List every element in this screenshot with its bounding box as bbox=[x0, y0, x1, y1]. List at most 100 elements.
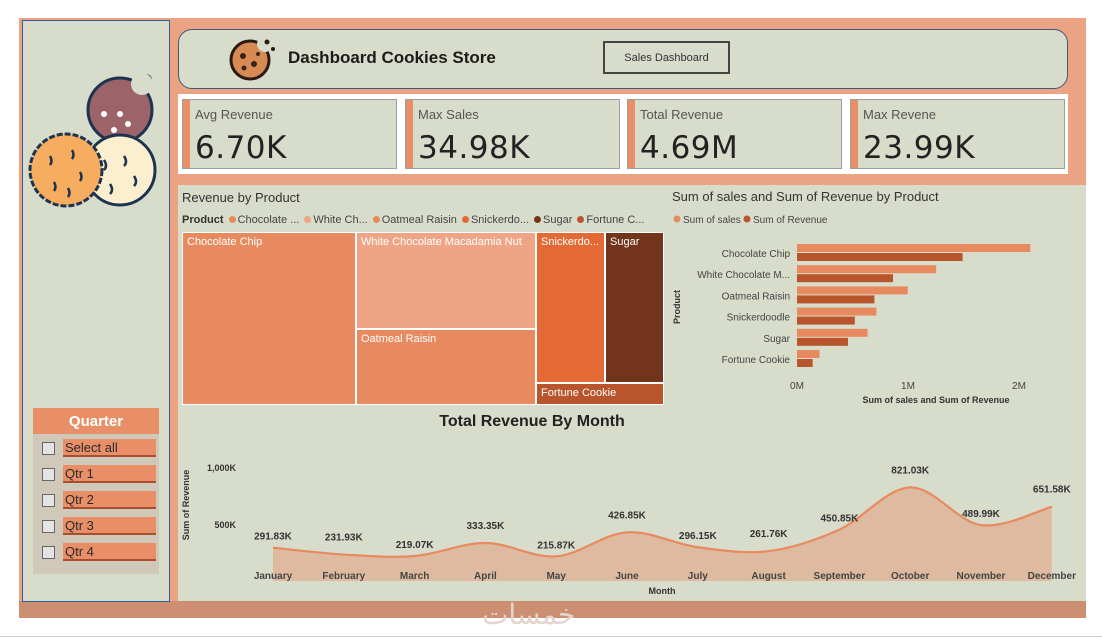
bar[interactable] bbox=[797, 359, 813, 367]
bar[interactable] bbox=[797, 295, 875, 304]
tile-fortune-cookie[interactable]: Fortune Cookie bbox=[536, 383, 664, 405]
x-axis-title: Month bbox=[649, 586, 676, 596]
sales-dashboard-button[interactable]: Sales Dashboard bbox=[603, 41, 730, 74]
data-label: 215.87K bbox=[537, 540, 576, 551]
slicer-item-qtr4[interactable]: Qtr 4 bbox=[42, 543, 156, 561]
kpi-card-total-revenue: Total Revenue 4.69M bbox=[627, 99, 842, 169]
slicer-item-label: Qtr 1 bbox=[63, 465, 156, 483]
month-label: July bbox=[688, 571, 708, 582]
data-label: 450.85K bbox=[820, 514, 859, 525]
month-label: October bbox=[891, 571, 929, 582]
bar[interactable] bbox=[797, 316, 855, 325]
x-tick: 1M bbox=[901, 381, 915, 392]
kpi-value: 23.99K bbox=[863, 130, 976, 166]
data-label: 296.15K bbox=[679, 531, 718, 542]
checkbox[interactable] bbox=[42, 519, 55, 533]
y-tick: 500K bbox=[214, 520, 236, 530]
legend-label: Sum of sales bbox=[683, 215, 741, 226]
x-axis-title: Sum of sales and Sum of Revenue bbox=[862, 395, 1009, 405]
slicer-item-qtr1[interactable]: Qtr 1 bbox=[42, 465, 156, 483]
treemap-chart: Chocolate Chip White Chocolate Macadamia… bbox=[182, 232, 664, 405]
data-label: 651.58K bbox=[1033, 485, 1072, 496]
bar[interactable] bbox=[797, 286, 908, 295]
tile-snickerdoodle[interactable]: Snickerdo... bbox=[536, 232, 605, 383]
bar[interactable] bbox=[797, 265, 937, 274]
kpi-label: Max Revene bbox=[863, 107, 936, 122]
month-label: November bbox=[957, 571, 1006, 582]
data-label: 333.35K bbox=[466, 521, 505, 532]
area-chart-plot: 500K 1,000K January 291.83K February 231.93K M… bbox=[181, 463, 1076, 596]
month-label: March bbox=[400, 571, 429, 582]
data-label: 489.99K bbox=[962, 509, 1001, 520]
tile-chocolate-chip[interactable]: Chocolate Chip bbox=[182, 232, 356, 405]
slicer-title: Quarter bbox=[33, 408, 159, 434]
month-label: February bbox=[322, 571, 365, 582]
legend-dot bbox=[743, 215, 751, 223]
data-label: 219.07K bbox=[396, 540, 435, 551]
slicer-item-qtr3[interactable]: Qtr 3 bbox=[42, 517, 156, 535]
legend-item[interactable]: Oatmeal Raisin bbox=[372, 214, 457, 226]
data-label: 291.83K bbox=[254, 532, 293, 543]
treemap-legend: Product Chocolate ... White Ch... Oatmea… bbox=[182, 214, 644, 226]
slicer-item-label: Qtr 4 bbox=[63, 543, 156, 561]
bar[interactable] bbox=[797, 350, 820, 358]
category-label: Oatmeal Raisin bbox=[722, 291, 790, 302]
bar[interactable] bbox=[797, 328, 868, 337]
legend-item[interactable]: Sugar bbox=[534, 214, 572, 226]
bottom-divider bbox=[0, 636, 1102, 637]
bar-chart: Sum of sales and Sum of Revenue by Produ… bbox=[672, 189, 1031, 405]
tile-white-chocolate[interactable]: White Chocolate Macadamia Nut bbox=[356, 232, 536, 329]
month-label: January bbox=[254, 571, 293, 582]
data-label: 426.85K bbox=[608, 510, 647, 521]
month-label: June bbox=[615, 571, 639, 582]
legend-label: Sum of Revenue bbox=[753, 215, 828, 226]
tile-oatmeal-raisin[interactable]: Oatmeal Raisin bbox=[356, 329, 536, 405]
kpi-value: 6.70K bbox=[195, 130, 287, 166]
slicer-item-select-all[interactable]: Select all bbox=[42, 439, 156, 457]
y-axis-title: Sum of Revenue bbox=[181, 470, 191, 541]
bar[interactable] bbox=[797, 253, 963, 261]
area-chart-title: Total Revenue By Month bbox=[439, 413, 625, 430]
month-label: May bbox=[546, 571, 566, 582]
kpi-label: Total Revenue bbox=[640, 107, 724, 122]
kpi-card-max-revenue: Max Revene 23.99K bbox=[850, 99, 1065, 169]
legend-item[interactable]: Chocolate ... bbox=[228, 214, 299, 226]
tile-sugar[interactable]: Sugar bbox=[605, 232, 664, 383]
legend-item[interactable]: Fortune C... bbox=[577, 214, 644, 226]
bar[interactable] bbox=[797, 337, 848, 346]
month-label: April bbox=[474, 571, 497, 582]
slicer-item-label: Select all bbox=[63, 439, 156, 457]
y-tick: 1,000K bbox=[207, 463, 237, 473]
data-label: 261.76K bbox=[750, 529, 789, 540]
month-label: September bbox=[814, 571, 866, 582]
slicer-item-label: Qtr 3 bbox=[63, 517, 156, 535]
treemap-title: Revenue by Product bbox=[182, 190, 300, 205]
checkbox[interactable] bbox=[42, 545, 55, 559]
month-label: August bbox=[751, 571, 786, 582]
category-label: Sugar bbox=[763, 334, 790, 345]
kpi-value: 34.98K bbox=[418, 130, 531, 166]
area-chart: Total Revenue By Month 500K 1,000K January… bbox=[181, 413, 1076, 596]
bar-chart-title: Sum of sales and Sum of Revenue by Produ… bbox=[672, 189, 939, 204]
category-label: Chocolate Chip bbox=[722, 249, 791, 260]
header-panel bbox=[178, 29, 1068, 89]
legend-item[interactable]: White Ch... bbox=[304, 214, 368, 226]
x-tick: 2M bbox=[1012, 381, 1026, 392]
data-label: 821.03K bbox=[891, 465, 930, 476]
category-label: Fortune Cookie bbox=[722, 355, 791, 366]
checkbox[interactable] bbox=[42, 493, 55, 507]
kpi-label: Max Sales bbox=[418, 107, 479, 122]
x-tick: 0M bbox=[790, 381, 804, 392]
checkbox[interactable] bbox=[42, 467, 55, 481]
bar[interactable] bbox=[797, 307, 877, 316]
bar[interactable] bbox=[797, 244, 1031, 252]
kpi-value: 4.69M bbox=[640, 130, 739, 166]
slicer-item-qtr2[interactable]: Qtr 2 bbox=[42, 491, 156, 509]
legend-item[interactable]: Snickerdo... bbox=[461, 214, 529, 226]
area-line[interactable] bbox=[272, 486, 1053, 558]
legend-dot bbox=[673, 215, 681, 223]
bar-chart-legend: Sum of sales Sum of Revenue bbox=[673, 215, 828, 226]
bar[interactable] bbox=[797, 274, 894, 283]
kpi-card-avg-revenue: Avg Revenue 6.70K bbox=[182, 99, 397, 169]
checkbox[interactable] bbox=[42, 441, 55, 455]
